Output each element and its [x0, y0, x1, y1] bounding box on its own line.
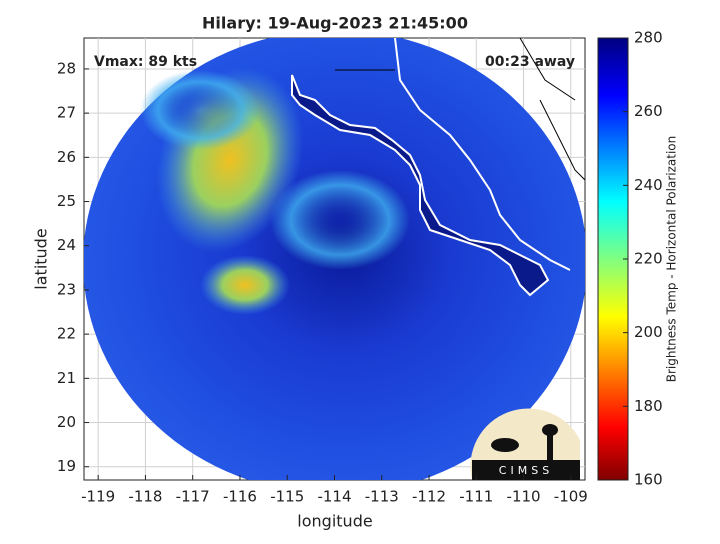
x-tick-label: -114: [317, 488, 351, 506]
x-tick-label: -112: [412, 488, 446, 506]
colorbar-tick-label: 260: [634, 102, 663, 120]
y-tick-label: 27: [57, 104, 76, 122]
y-axis-label: latitude: [32, 228, 51, 289]
colorbar-tick-label: 180: [634, 397, 663, 415]
x-tick-label: -116: [223, 488, 257, 506]
x-tick-label: -117: [176, 488, 210, 506]
x-tick-label: -119: [81, 488, 115, 506]
colorbar-tick-label: 220: [634, 250, 663, 268]
colorbar-tick-label: 280: [634, 29, 663, 47]
y-tick-label: 21: [57, 369, 76, 387]
x-tick-label: -115: [270, 488, 304, 506]
y-tick-label: 28: [57, 59, 76, 77]
x-tick-label: -118: [128, 488, 162, 506]
satellite-image: [84, 38, 585, 480]
y-tick-label: 20: [57, 413, 76, 431]
y-tick-label: 22: [57, 325, 76, 343]
y-tick-label: 25: [57, 192, 76, 210]
colorbar-tick-label: 240: [634, 176, 663, 194]
chart-title: Hilary: 19-Aug-2023 21:45:00: [202, 14, 468, 33]
x-tick-label: -110: [507, 488, 541, 506]
x-axis-label: longitude: [297, 512, 372, 531]
x-tick-label: -113: [365, 488, 399, 506]
x-tick-label: -111: [459, 488, 493, 506]
colorbar-tick-label: 160: [634, 471, 663, 489]
y-tick-label: 19: [57, 457, 76, 475]
colorbar-tick-label: 200: [634, 323, 663, 341]
logo: CIMSS: [470, 408, 580, 480]
y-tick-label: 26: [57, 148, 76, 166]
annotation: Vmax: 89 kts: [94, 54, 197, 70]
y-tick-label: 23: [57, 280, 76, 298]
colorbar-label: Brightness Temp - Horizontal Polarizatio…: [665, 136, 679, 383]
annotation: 00:23 away: [485, 54, 575, 70]
logo-text: CIMSS: [499, 464, 553, 477]
x-tick-label: -109: [554, 488, 588, 506]
y-tick-label: 24: [57, 236, 76, 254]
